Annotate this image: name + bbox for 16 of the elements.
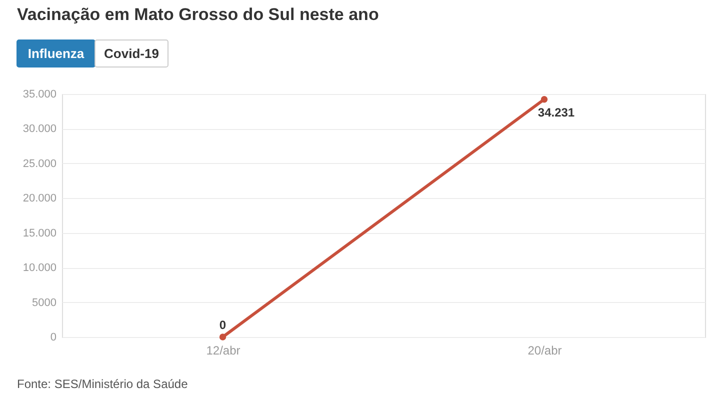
source-note: Fonte: SES/Ministério da Saúde — [17, 377, 188, 391]
text: Covid-19 — [104, 46, 159, 61]
y-tick-label: 10.000 — [22, 262, 56, 274]
y-tick-label: 30.000 — [22, 123, 56, 136]
chart-title: Vacinação em Mato Grosso do Sul neste ano — [17, 5, 379, 24]
y-tick-label: 15.000 — [22, 227, 56, 240]
data-label: 0 — [219, 318, 226, 332]
x-tick-label: 12/abr — [206, 344, 240, 358]
text: Influenza — [28, 46, 85, 61]
y-tick-label: 35.000 — [22, 88, 56, 100]
y-tick-label: 0 — [50, 332, 56, 344]
y-tick-label: 5000 — [32, 296, 56, 309]
x-tick-label: 20/abr — [528, 344, 562, 358]
data-label: 34.231 — [538, 105, 575, 120]
y-tick-label: 25.000 — [22, 158, 56, 170]
y-tick-label: 20.000 — [22, 192, 56, 205]
